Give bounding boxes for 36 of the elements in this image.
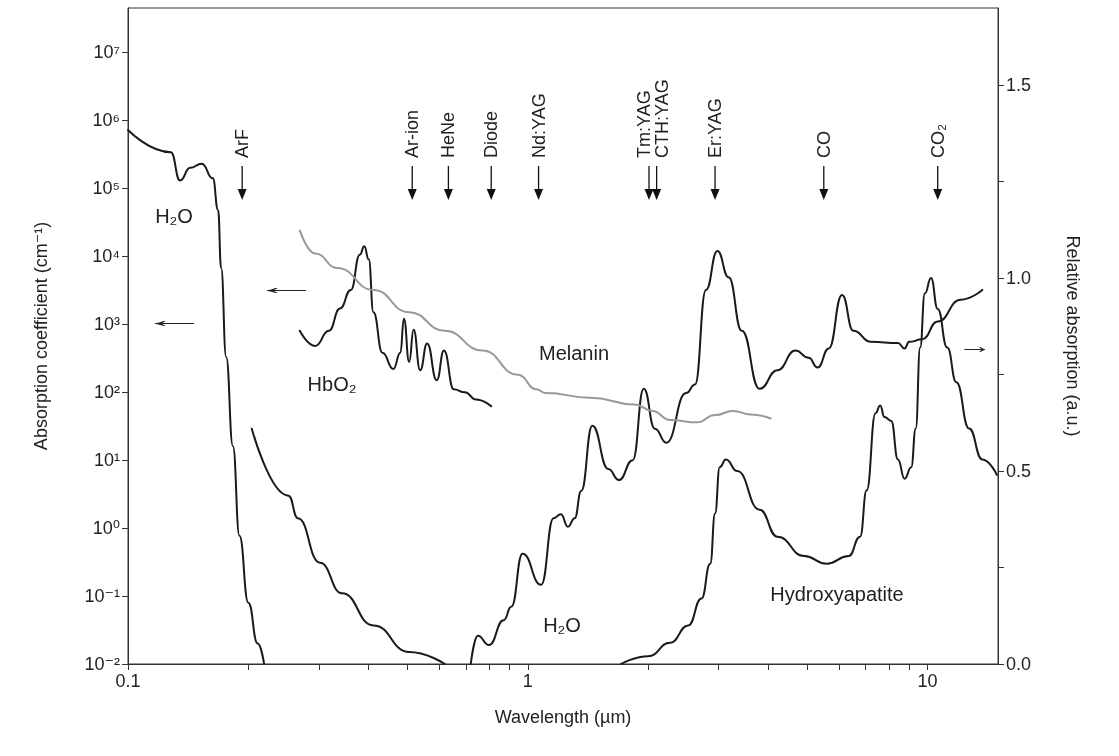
x-tick-label: 0.1 bbox=[115, 671, 141, 691]
ref-line-label: ArF bbox=[232, 129, 253, 158]
ref-line-label: CO₂ bbox=[927, 124, 948, 158]
y-tick-label: 10⁴ bbox=[92, 246, 120, 267]
y-tick-label: 10⁻¹ bbox=[84, 586, 120, 607]
y-tick-label: 10³ bbox=[93, 314, 121, 335]
annotation: H₂O bbox=[155, 205, 193, 227]
ref-line-label: Er:YAG bbox=[705, 98, 726, 158]
annotation: ← bbox=[254, 273, 320, 299]
ref-line-label: HeNe bbox=[438, 111, 459, 158]
annotation: H₂O bbox=[543, 614, 581, 636]
x-tick-label: 10 bbox=[917, 671, 938, 691]
y-tick-label: 10⁰ bbox=[92, 518, 120, 539]
y-axis-title: Absorption coefficient (cm⁻¹) bbox=[31, 221, 51, 451]
y-tick-label: 10² bbox=[93, 382, 121, 403]
y-tick-label: 10⁶ bbox=[92, 110, 120, 131]
ref-line-label: Diode bbox=[481, 110, 502, 158]
y-tick-label: 10¹ bbox=[93, 450, 121, 471]
y-tick-label: 10⁻² bbox=[84, 654, 120, 674]
ref-line-label: CO bbox=[813, 131, 834, 158]
ref-line-label: Ar-ion bbox=[402, 109, 423, 158]
y2-axis-title: Relative absorption (a.u.) bbox=[1063, 235, 1083, 437]
x-axis-title: Wavelength (µm) bbox=[494, 707, 632, 727]
annotation: Hydroxyapatite bbox=[770, 583, 904, 605]
x-tick-label: 1 bbox=[522, 671, 533, 691]
y2-tick-label: 1.5 bbox=[1006, 75, 1032, 96]
y2-tick-label: 0.0 bbox=[1006, 654, 1032, 674]
y2-tick-label: 1.0 bbox=[1006, 268, 1032, 289]
annotation: ← bbox=[142, 306, 208, 332]
y-tick-label: 10⁷ bbox=[93, 42, 120, 63]
annotation: HbO₂ bbox=[307, 373, 357, 395]
y-tick-label: 10⁵ bbox=[92, 178, 120, 199]
annotation: Melanin bbox=[538, 342, 610, 364]
ref-line-label: Nd:YAG bbox=[528, 93, 549, 158]
y2-tick-label: 0.5 bbox=[1006, 461, 1032, 482]
annotation: → bbox=[957, 332, 993, 358]
